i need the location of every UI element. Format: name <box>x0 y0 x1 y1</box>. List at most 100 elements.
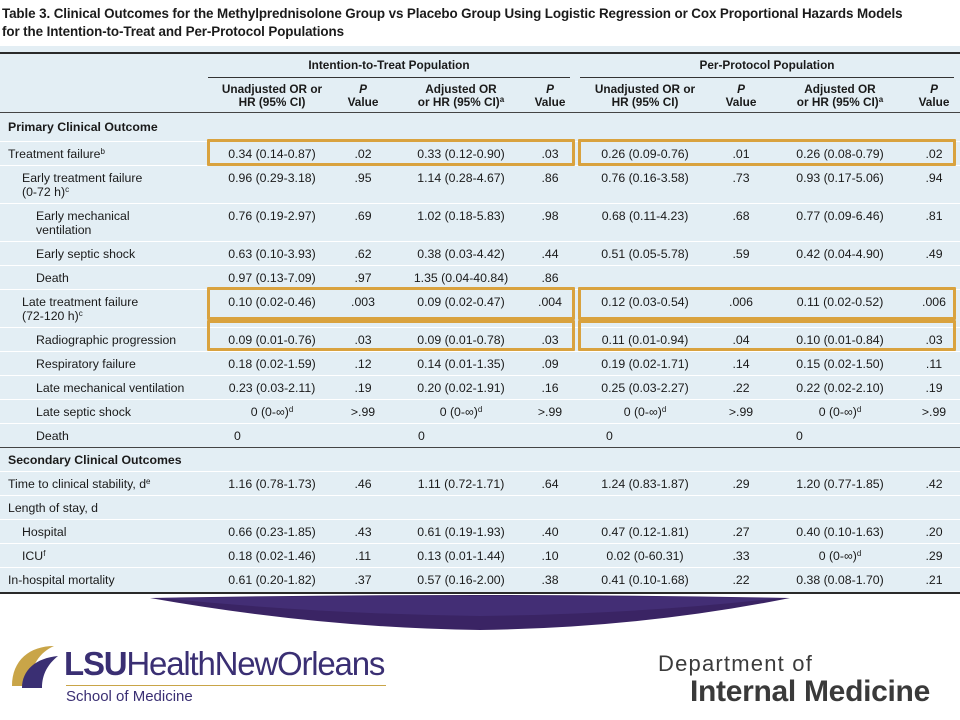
column-header-7-line1: P <box>930 82 938 96</box>
footnote-marker: e <box>146 477 151 486</box>
p-value-cell: .004 <box>538 295 562 309</box>
row-separator <box>0 543 960 544</box>
lsu-health-logo: LSUHealthNewOrleans School of Medicine <box>8 640 428 710</box>
footnote-marker: d <box>856 549 862 558</box>
title-line-1: Table 3. Clinical Outcomes for the Methy… <box>2 6 903 21</box>
estimate-cell: 0.93 (0.17-5.06) <box>796 171 884 185</box>
p-value-cell: .09 <box>541 357 559 371</box>
p-value-cell: .10 <box>541 549 559 563</box>
estimate-cell: 0.09 (0.01-0.76) <box>228 333 316 347</box>
footnote-marker: d <box>661 405 667 414</box>
highlight-box-itt <box>207 320 575 351</box>
p-value-cell: .006 <box>729 295 753 309</box>
row-label: Hospital <box>22 525 67 539</box>
p-value-cell: .68 <box>732 209 750 223</box>
estimate-cell: 0.20 (0.02-1.91) <box>417 381 505 395</box>
estimate-cell: 0.13 (0.01-1.44) <box>417 549 505 563</box>
row-label: Radiographic progression <box>36 333 177 347</box>
estimate-cell: 0.40 (0.10-1.63) <box>796 525 884 539</box>
row-separator <box>0 399 960 400</box>
table-title: Table 3. Clinical Outcomes for the Methy… <box>2 5 952 41</box>
p-value-cell: .64 <box>541 477 559 491</box>
estimate-cell: 1.35 (0.04-40.84) <box>413 271 509 285</box>
section-secondary: Secondary Clinical Outcomes <box>8 453 182 467</box>
p-value-cell: .42 <box>925 477 943 491</box>
estimate-cell: 0 (0-∞)d <box>439 405 483 419</box>
estimate-cell: 1.16 (0.78-1.73) <box>228 477 316 491</box>
p-value-cell: .20 <box>925 525 943 539</box>
footnote-marker: d <box>477 405 483 414</box>
estimate-cell: 0.57 (0.16-2.00) <box>417 573 505 587</box>
p-value-cell: .03 <box>541 147 559 161</box>
p-value-cell: .02 <box>925 147 943 161</box>
p-value-cell: .69 <box>354 209 372 223</box>
estimate-cell: 0.15 (0.02-1.50) <box>796 357 884 371</box>
department-label: Department of <box>658 651 814 676</box>
estimate-cell: 0.68 (0.11-4.23) <box>601 209 689 223</box>
estimate-cell: 0.47 (0.12-1.81) <box>601 525 689 539</box>
p-value-cell: >.99 <box>728 405 754 419</box>
estimate-cell: 0.02 (0-60.31) <box>606 549 684 563</box>
p-value-cell: .006 <box>922 295 946 309</box>
estimate-cell: 0.76 (0.16-3.58) <box>601 171 689 185</box>
row-label: Late mechanical ventilation <box>36 381 185 395</box>
estimate-cell: 1.11 (0.72-1.71) <box>417 477 505 491</box>
row-separator <box>0 351 960 352</box>
row-separator <box>0 423 960 424</box>
estimate-cell: 0.09 (0.01-0.78) <box>417 333 505 347</box>
row-label: Early mechanical <box>36 209 130 223</box>
lsu-wordmark-b: HealthNewOrleans <box>126 645 385 682</box>
estimate-cell: 1.02 (0.18-5.83) <box>417 209 505 223</box>
estimate-cell: 0.41 (0.10-1.68) <box>601 573 689 587</box>
lsu-wordmark-a: LSU <box>64 645 128 682</box>
p-value-cell: .11 <box>925 357 943 371</box>
footnote-marker: c <box>78 309 83 318</box>
column-header-3-line2: Value <box>534 95 566 109</box>
estimate-cell: 0.14 (0.01-1.35) <box>417 357 505 371</box>
column-header-3-line1: P <box>546 82 554 96</box>
column-header-5-line1: P <box>737 82 745 96</box>
estimate-cell: 0.22 (0.02-2.10) <box>796 381 884 395</box>
column-header-7-line2: Value <box>918 95 950 109</box>
column-header-1-line1: P <box>359 82 367 96</box>
p-value-cell: .11 <box>354 549 372 563</box>
estimate-cell: 1.24 (0.83-1.87) <box>601 477 689 491</box>
row-label: Length of stay, d <box>8 501 99 515</box>
p-value-cell: .59 <box>732 247 750 261</box>
p-value-cell: .33 <box>732 549 750 563</box>
footnote-marker: f <box>43 549 46 558</box>
estimate-cell: 0 <box>418 429 425 443</box>
row-label: Treatment failureb <box>8 147 105 161</box>
p-value-cell: .03 <box>541 333 559 347</box>
row-label: In-hospital mortality <box>8 573 115 587</box>
estimate-cell: 1.14 (0.28-4.67) <box>417 171 505 185</box>
row-separator <box>0 241 960 242</box>
row-label: Early treatment failure <box>22 171 143 185</box>
title-line-2: for the Intention-to-Treat and Per-Proto… <box>2 24 344 39</box>
p-value-cell: .95 <box>354 171 372 185</box>
column-header-4-line2: HR (95% CI) <box>611 95 679 109</box>
row-separator <box>0 265 960 266</box>
estimate-cell: 0.61 (0.19-1.93) <box>417 525 505 539</box>
column-header-0-line1: Unadjusted OR or <box>221 82 323 96</box>
p-value-cell: .03 <box>354 333 372 347</box>
row-separator <box>0 519 960 520</box>
p-value-cell: .97 <box>354 271 372 285</box>
estimate-cell: 0.38 (0.03-4.42) <box>417 247 505 261</box>
p-value-cell: .21 <box>925 573 943 587</box>
p-value-cell: .29 <box>732 477 750 491</box>
row-label: Death <box>36 271 69 285</box>
row-label: Late treatment failure <box>22 295 139 309</box>
p-value-cell: .22 <box>732 381 750 395</box>
estimate-cell: 0.66 (0.23-1.85) <box>228 525 316 539</box>
estimate-cell: 0.26 (0.09-0.76) <box>601 147 689 161</box>
group-rule-pp <box>580 77 954 78</box>
footnote-marker: c <box>65 185 70 194</box>
outcomes-table: Intention-to-Treat Population Per-Protoco… <box>0 46 960 594</box>
row-separator <box>0 203 960 204</box>
p-value-cell: >.99 <box>537 405 563 419</box>
estimate-cell: 0.19 (0.02-1.71) <box>601 357 689 371</box>
section-primary: Primary Clinical Outcome <box>8 120 158 134</box>
highlight-box-itt <box>207 287 575 320</box>
column-header-1-line2: Value <box>347 95 379 109</box>
